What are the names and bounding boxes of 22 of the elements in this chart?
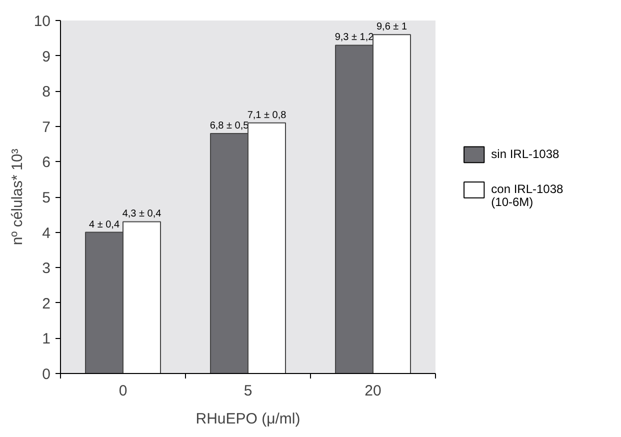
x-axis-title: RHuEPO (μ/ml) <box>196 410 300 428</box>
legend-label: con IRL-1038 (10-6M) <box>491 182 564 209</box>
y-tick-label: 7 <box>42 118 50 136</box>
y-tick-label: 2 <box>42 295 50 312</box>
data-label: 7,1 ± 0,8 <box>247 110 287 121</box>
x-tick-label: 20 <box>364 382 382 400</box>
y-tick-label: 0 <box>42 366 50 383</box>
data-label: 4 ± 0,4 <box>88 219 120 230</box>
data-label: 4,3 ± 0,4 <box>122 208 162 220</box>
x-tick-label: 5 <box>244 382 252 400</box>
y-tick-label: 8 <box>42 84 50 101</box>
y-tick-label: 6 <box>42 154 50 172</box>
y-tick-label: 3 <box>42 260 50 278</box>
x-tick-label: 0 <box>118 382 128 400</box>
y-tick-label: 5 <box>42 190 50 206</box>
y-tick-label: 1 <box>42 330 50 348</box>
y-tick-label: 4 <box>42 224 50 242</box>
y-tick-label: 9 <box>42 48 50 66</box>
y-axis-title: nº células* 10³ <box>8 148 26 246</box>
data-label: 9,6 ± 1 <box>376 22 408 33</box>
legend-label: sin IRL-1038 <box>491 146 560 161</box>
y-tick-label: 10 <box>34 13 51 30</box>
